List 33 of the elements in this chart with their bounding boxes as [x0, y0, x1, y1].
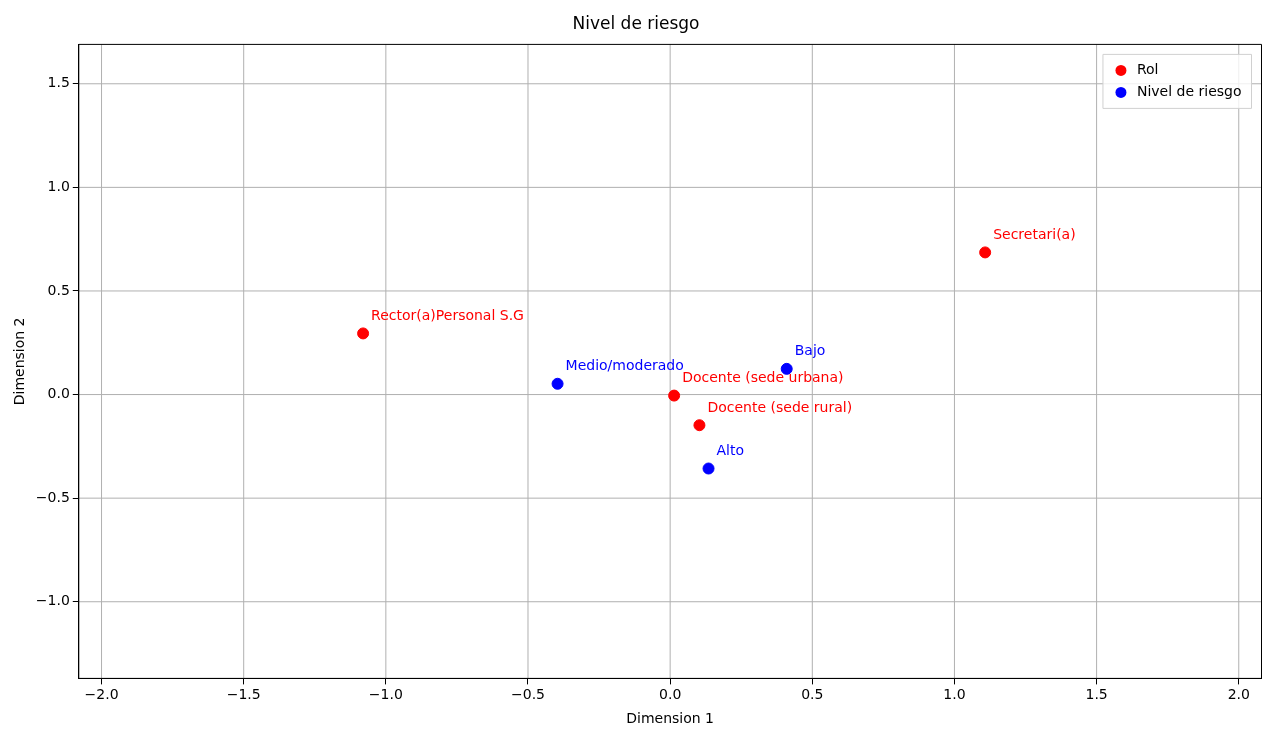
- annotation: Docente (sede urbana): [682, 369, 844, 386]
- point: [702, 462, 715, 475]
- y-axis-title: Dimension 2: [11, 317, 28, 406]
- x-tick-label: 1.0: [943, 686, 966, 703]
- x-tick-label: 0.5: [801, 686, 824, 703]
- x-tick-label: 2.0: [1227, 686, 1250, 703]
- x-tick-label: −2.0: [84, 686, 119, 703]
- annotation: Secretari(a): [993, 226, 1076, 243]
- annotation: Docente (sede rural): [707, 398, 853, 415]
- point: [693, 419, 706, 432]
- x-tick-label: 1.5: [1085, 686, 1108, 703]
- legend-label: Rol: [1136, 61, 1159, 78]
- annotation: Bajo: [794, 342, 826, 359]
- point: [551, 377, 564, 390]
- x-tick-label: −0.5: [511, 686, 545, 703]
- x-axis-title: Dimension 1: [626, 710, 715, 727]
- y-tick-label: 0.5: [47, 281, 70, 298]
- x-tick-label: 0.0: [659, 686, 682, 703]
- x-tick-label: −1.0: [368, 686, 403, 703]
- point: [668, 389, 681, 402]
- annotation: Alto: [716, 442, 745, 459]
- legend-label: Nivel de riesgo: [1136, 83, 1242, 100]
- y-tick-label: 1.0: [47, 178, 70, 194]
- y-tick-label: −0.5: [35, 488, 70, 505]
- x-tick-label: −1.5: [226, 686, 261, 703]
- point: [357, 327, 370, 340]
- annotation: Rector(a)Personal S.G: [371, 307, 524, 324]
- chart-title: Nivel de riesgo: [572, 12, 700, 33]
- y-tick-label: 1.5: [47, 74, 70, 91]
- y-tick-label: 0.0: [47, 385, 70, 402]
- annotation: Medio/moderado: [565, 357, 684, 374]
- y-tick-label: −1.0: [35, 592, 70, 609]
- point: [979, 246, 992, 259]
